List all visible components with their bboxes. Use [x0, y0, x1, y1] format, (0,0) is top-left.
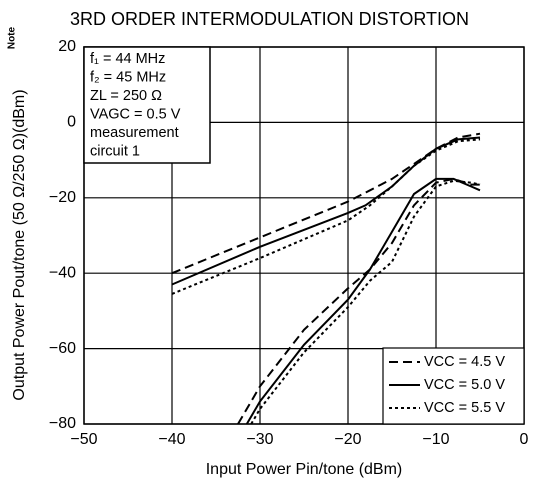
x-tick-label: −20	[334, 431, 361, 448]
series-line	[171, 138, 481, 425]
annotation-box	[83, 46, 211, 164]
annotation: ZL = 250 Ω	[90, 88, 162, 104]
annotation: f₂ = 45 MHz	[90, 69, 166, 85]
annotation: circuit 1	[90, 143, 140, 159]
legend-label: VCC = 5.0 V	[424, 377, 505, 393]
y-tick-label: 0	[67, 114, 76, 131]
x-tick-label: −40	[158, 431, 185, 448]
annotation: f₁ = 44 MHz	[90, 51, 165, 67]
chart-title: 3RD ORDER INTERMODULATION DISTORTION	[70, 9, 469, 29]
plot-frame	[83, 46, 525, 425]
annotation: measurement	[90, 125, 179, 141]
y-label-note: Note	[7, 26, 18, 49]
y-tick-label: 20	[58, 38, 76, 55]
legend-label: VCC = 4.5 V	[424, 354, 505, 370]
x-tick-label: −30	[246, 431, 273, 448]
y-tick-label: −20	[49, 189, 76, 206]
x-axis-label: Input Power Pin/tone (dBm)	[206, 461, 403, 478]
y-axis-label: Output Power Pout/tone (50 Ω/250 Ω)(dBm)	[11, 89, 28, 400]
y-tick-label: −40	[49, 264, 76, 281]
y-tick-label: −60	[49, 340, 76, 357]
y-tick-label: −80	[49, 415, 76, 432]
x-tick-label: 0	[520, 431, 529, 448]
x-tick-label: −50	[70, 431, 97, 448]
x-tick-label: −10	[422, 431, 449, 448]
annotation: VAGC = 0.5 V	[90, 106, 181, 122]
legend-label: VCC = 5.5 V	[424, 400, 505, 416]
